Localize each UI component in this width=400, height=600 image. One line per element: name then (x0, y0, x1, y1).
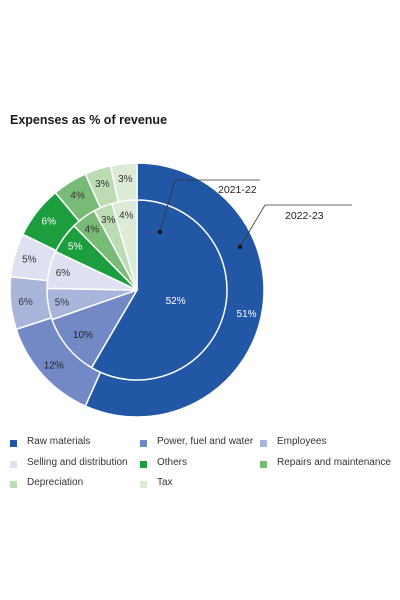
inner-percent-label: 10% (73, 330, 93, 341)
legend-swatch (10, 461, 17, 468)
legend-label: Others (157, 457, 188, 468)
inner-percent-label: 4% (85, 224, 100, 235)
legend-label: Repairs and maintenance (277, 457, 391, 468)
inner-percent-label: 4% (119, 210, 134, 221)
callout-dot-inner (157, 229, 163, 235)
legend-swatch (140, 481, 147, 488)
callout-dot-outer (237, 244, 243, 250)
outer-percent-label: 4% (70, 191, 85, 202)
series-callouts: 2021-22 2022-23 (157, 179, 352, 250)
outer-percent-label: 6% (18, 297, 33, 308)
legend-label: Depreciation (27, 477, 84, 488)
inner-percent-label: 5% (55, 298, 70, 309)
legend-swatch (10, 481, 17, 488)
inner-percent-label: 3% (101, 215, 116, 226)
chart-title: Expenses as % of revenue (10, 113, 168, 127)
outer-percent-label: 3% (95, 179, 110, 190)
legend-label: Tax (157, 477, 173, 488)
legend-label: Employees (277, 436, 327, 447)
legend-label: Power, fuel and water (157, 436, 254, 447)
percent-labels: 51%12%6%5%6%4%3% 3%52%10%5%6%5%4%3% 4% (18, 174, 256, 371)
legend-swatch (140, 440, 147, 447)
callout-label-2022-23: 2022-23 (285, 210, 324, 222)
outer-percent-label: 12% (44, 360, 64, 371)
legend-label: Raw materials (27, 436, 91, 447)
inner-percent-label: 52% (166, 296, 186, 307)
legend-label: Selling and distribution (27, 457, 128, 468)
inner-slice-power-fuel-and-water (51, 288, 139, 369)
inner-slice-tax (110, 199, 138, 291)
outer-percent-label: 5% (22, 255, 37, 266)
inner-slice-raw-materials (90, 199, 228, 381)
callout-label-2021-22: 2021-22 (218, 184, 257, 196)
legend-swatch (260, 440, 267, 447)
inner-percent-label: 5% (68, 241, 83, 252)
outer-percent-label: 3% (118, 174, 133, 185)
legend-swatch (140, 461, 147, 468)
outer-percent-label: 51% (237, 309, 257, 320)
legend-swatch (260, 461, 267, 468)
callout-line-inner-diag (159, 179, 176, 233)
legend-swatch (10, 440, 17, 447)
inner-percent-label: 6% (56, 268, 71, 279)
callout-line-outer-diag (239, 204, 266, 248)
outer-percent-label: 6% (42, 217, 57, 228)
inner-ring (46, 199, 228, 381)
